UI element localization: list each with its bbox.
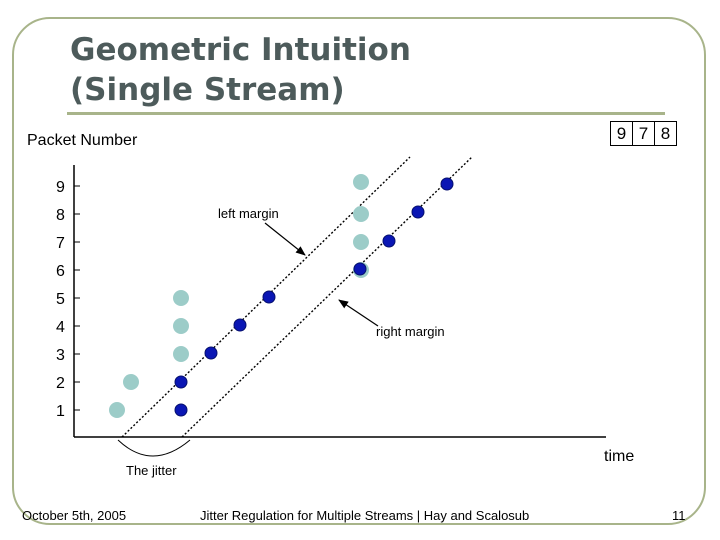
jitter-brace — [117, 439, 191, 457]
departure-point — [174, 403, 188, 417]
y-tick-label: 6 — [56, 263, 65, 280]
page-number: 11 — [672, 508, 686, 523]
jitter-label: The jitter — [126, 463, 177, 478]
arrival-point — [123, 374, 139, 390]
slide-frame — [12, 17, 706, 525]
arrival-point — [173, 290, 189, 306]
departure-point — [262, 290, 276, 304]
departure-point — [411, 205, 425, 219]
departure-point — [382, 234, 396, 248]
y-tick-label: 5 — [56, 291, 65, 308]
title-underline — [67, 112, 665, 115]
departure-point — [440, 177, 454, 191]
departure-point — [353, 262, 367, 276]
y-tick-label: 2 — [56, 375, 65, 392]
arrival-point — [173, 318, 189, 334]
right-margin-arrow — [338, 299, 379, 327]
right-margin-label: right margin — [376, 324, 445, 339]
arrival-point — [173, 346, 189, 362]
y-tick-label: 8 — [56, 207, 65, 224]
footer-title: Jitter Regulation for Multiple Streams |… — [200, 508, 530, 523]
y-ticks — [74, 185, 80, 411]
departure-point — [174, 375, 188, 389]
arrival-point — [353, 174, 369, 190]
arrival-point — [109, 402, 125, 418]
order-cell: 7 — [632, 122, 654, 145]
left-margin-label: left margin — [218, 206, 279, 221]
y-tick-label: 4 — [56, 319, 65, 336]
title-line-2: (Single Stream) — [70, 72, 345, 108]
footer-date: October 5th, 2005 — [22, 508, 127, 523]
departure-point — [204, 346, 218, 360]
arrival-order-box: 9 7 8 — [610, 121, 677, 146]
order-cell: 9 — [616, 124, 627, 143]
y-tick-label: 3 — [56, 347, 65, 364]
departure-point — [233, 318, 247, 332]
slide-title: Geometric Intuition (Single Stream) — [70, 30, 411, 110]
y-tick-label: 1 — [56, 403, 65, 420]
right-boundary-line — [181, 156, 473, 438]
y-axis-label: Packet Number — [27, 132, 138, 149]
departure-packets — [174, 177, 454, 417]
order-cell: 8 — [654, 122, 676, 145]
x-axis-label: time — [604, 448, 635, 465]
arrival-point — [353, 206, 369, 222]
y-tick-label: 9 — [56, 179, 65, 196]
left-margin-arrow — [264, 222, 306, 256]
y-tick-label: 7 — [56, 235, 65, 252]
arrival-point — [353, 234, 369, 250]
title-line-1: Geometric Intuition — [70, 32, 411, 68]
